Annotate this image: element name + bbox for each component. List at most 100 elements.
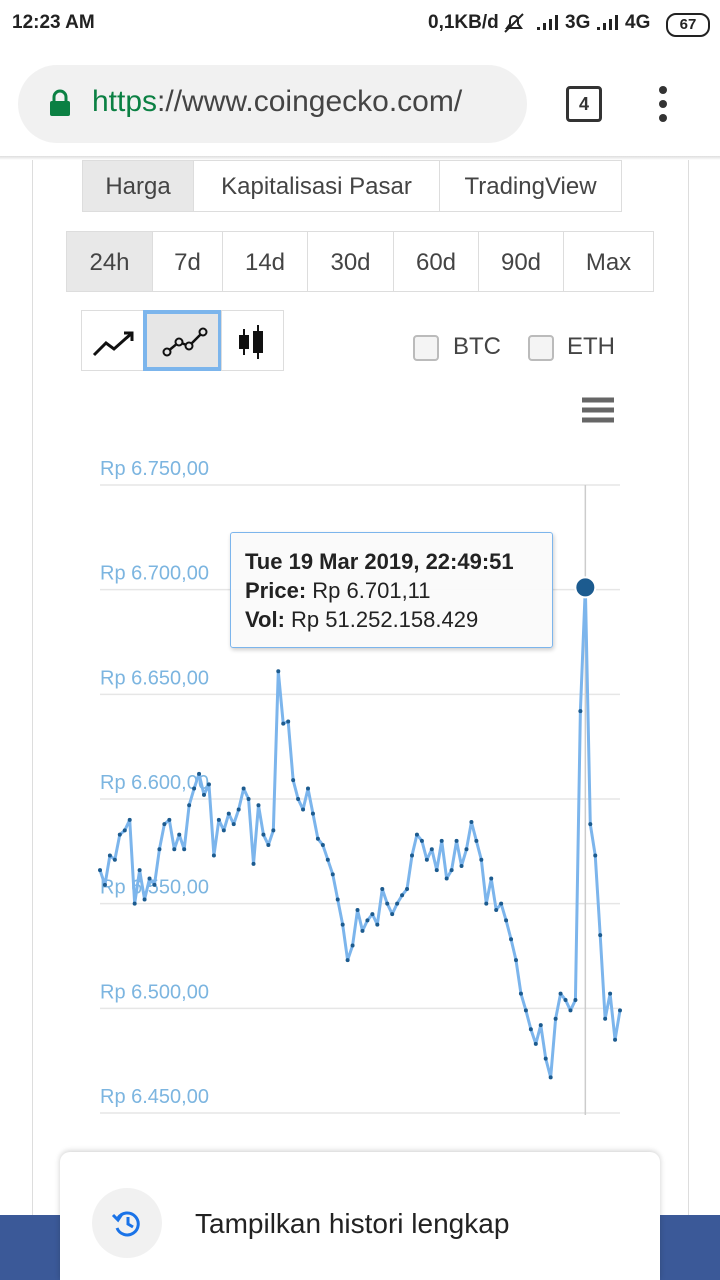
- data-point: [608, 991, 613, 996]
- data-point: [400, 893, 405, 898]
- range-button[interactable]: 14d: [222, 231, 308, 292]
- data-point: [147, 876, 152, 881]
- data-point: [528, 1027, 533, 1032]
- tab[interactable]: Harga: [82, 160, 194, 212]
- price-line: [98, 585, 622, 1079]
- data-point: [142, 897, 147, 902]
- range-button[interactable]: 24h: [66, 231, 153, 292]
- data-point: [543, 1056, 548, 1061]
- tab[interactable]: TradingView: [439, 160, 622, 212]
- data-point: [256, 803, 261, 808]
- data-point: [390, 912, 395, 917]
- range-button[interactable]: 30d: [307, 231, 394, 292]
- data-point: [251, 861, 256, 866]
- tab[interactable]: Kapitalisasi Pasar: [193, 160, 440, 212]
- data-point: [444, 876, 449, 881]
- data-point: [197, 771, 202, 776]
- history-icon: [92, 1188, 162, 1258]
- chart-type-button[interactable]: [143, 310, 222, 371]
- battery: 67: [666, 13, 710, 37]
- history-card[interactable]: Tampilkan histori lengkap: [60, 1152, 660, 1280]
- mute-icon: [504, 13, 524, 33]
- data-point: [102, 882, 107, 887]
- data-point: [167, 817, 172, 822]
- data-point: [538, 1023, 543, 1028]
- data-point: [553, 1016, 558, 1021]
- data-point: [593, 853, 598, 858]
- range-button[interactable]: Max: [563, 231, 654, 292]
- y-tick-label: Rp 6.700,00: [100, 563, 209, 585]
- range-button[interactable]: 60d: [393, 231, 479, 292]
- data-point: [296, 797, 301, 801]
- data-point: [598, 933, 603, 938]
- data-point: [355, 907, 360, 912]
- data-point: [464, 847, 469, 852]
- data-point: [261, 832, 266, 837]
- data-point: [112, 857, 117, 862]
- data-point: [206, 782, 211, 787]
- data-point: [518, 991, 523, 996]
- data-point: [301, 807, 306, 812]
- data-point: [459, 863, 464, 868]
- highlighted-point: [574, 576, 597, 599]
- data-point: [345, 958, 350, 963]
- data-point: [266, 843, 271, 848]
- data-point: [523, 1008, 528, 1013]
- tab-switcher[interactable]: 4: [566, 86, 602, 122]
- data-point: [578, 709, 583, 714]
- data-point: [573, 997, 578, 1002]
- data-point: [613, 1037, 618, 1042]
- status-bar: 12:23 AM 0,1KB/d 3G 4G 67: [0, 0, 720, 48]
- data-point: [380, 887, 385, 892]
- data-point: [162, 822, 167, 827]
- data-point: [127, 817, 132, 822]
- address-bar[interactable]: https://www.coingecko.com/: [18, 65, 527, 143]
- data-point: [568, 1008, 573, 1013]
- data-point: [499, 901, 504, 906]
- data-point: [335, 897, 340, 902]
- chart-type-button[interactable]: [221, 310, 284, 371]
- data-point: [370, 912, 375, 917]
- data-point: [504, 918, 509, 923]
- signal-icon: [537, 15, 558, 30]
- y-tick-label: Rp 6.650,00: [100, 667, 209, 689]
- data-point: [122, 828, 127, 833]
- data-point: [410, 853, 414, 858]
- data-point: [414, 832, 419, 837]
- data-point: [494, 907, 499, 912]
- menu-button[interactable]: [655, 85, 671, 125]
- checkbox[interactable]: [413, 335, 439, 361]
- data-point: [618, 1008, 622, 1013]
- data-point: [479, 857, 484, 862]
- y-tick-label: Rp 6.600,00: [100, 772, 209, 794]
- data-point: [469, 820, 474, 825]
- data-point: [177, 832, 182, 837]
- data-point: [306, 786, 310, 791]
- data-point: [192, 786, 197, 791]
- range-button[interactable]: 7d: [152, 231, 223, 292]
- range-button[interactable]: 90d: [478, 231, 564, 292]
- chart-type-button[interactable]: [81, 310, 144, 371]
- data-point: [434, 868, 439, 873]
- data-point: [603, 1016, 608, 1021]
- data-point: [281, 721, 286, 726]
- data-point: [315, 836, 320, 841]
- data-point: [132, 901, 137, 906]
- tooltip-volume: Rp 51.252.158.429: [291, 607, 479, 632]
- history-button-label: Tampilkan histori lengkap: [195, 1208, 510, 1239]
- chart-menu[interactable]: [580, 396, 616, 424]
- data-point: [246, 797, 251, 801]
- data-point: [454, 838, 459, 843]
- data-point: [340, 922, 345, 927]
- y-tick-label: Rp 6.750,00: [100, 458, 209, 480]
- data-point: [221, 828, 226, 833]
- data-point: [405, 887, 410, 892]
- network: 3G: [565, 12, 591, 33]
- chart: Rp 6.450,00 Rp 6.500,00 Rp 6.550,00 Rp 6.60…: [98, 458, 622, 1115]
- time: 12:23 AM: [12, 12, 95, 33]
- tooltip-date: Tue 19 Mar 2019, 22:49:51: [245, 549, 514, 574]
- checkbox[interactable]: [528, 335, 554, 361]
- tooltip-label: Vol:: [245, 607, 285, 632]
- data-point: [320, 843, 325, 848]
- data-point: [474, 838, 479, 843]
